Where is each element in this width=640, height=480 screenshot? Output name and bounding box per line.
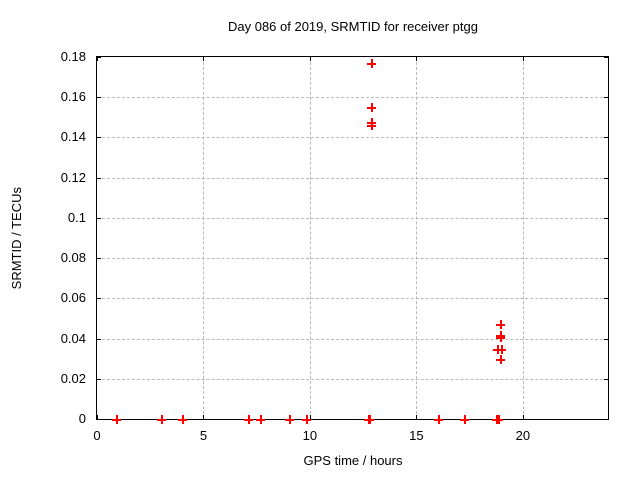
data-point-marker: [366, 102, 376, 112]
x-axis-tick-top: [97, 57, 98, 61]
y-tick-label: 0.02: [60, 370, 86, 386]
x-tick-label: 10: [302, 428, 318, 443]
y-axis-label: SRMTID / TECUs: [8, 186, 24, 290]
x-axis-tick-top: [309, 57, 311, 61]
y-tick-label: 0.04: [60, 330, 86, 346]
data-point-marker: [459, 414, 469, 424]
data-point-marker: [496, 355, 506, 365]
y-tick-label: 0.16: [60, 89, 86, 105]
data-point-marker: [243, 414, 253, 424]
x-axis-tick-top: [203, 57, 205, 61]
y-tick-label: 0.14: [60, 129, 86, 145]
y-axis-tick-right: [604, 217, 608, 219]
x-axis-tick: [309, 415, 311, 419]
y-axis-tick: [97, 177, 101, 179]
gridline-horizontal: [97, 177, 608, 179]
x-axis-tick: [522, 415, 524, 419]
y-axis-tick: [97, 378, 101, 380]
y-tick-label: 0.12: [60, 169, 86, 185]
data-point-marker: [366, 58, 376, 68]
y-axis-tick-right: [604, 137, 608, 139]
y-axis-tick-right: [604, 258, 608, 260]
chart-title: Day 086 of 2019, SRMTID for receiver ptg…: [227, 19, 478, 34]
gridline-horizontal: [97, 137, 608, 139]
gridline-vertical: [203, 57, 205, 419]
y-axis-tick-right: [604, 419, 608, 420]
data-point-marker: [495, 333, 505, 343]
data-point-marker: [497, 345, 507, 355]
gridline-horizontal: [97, 298, 608, 300]
data-point-marker: [493, 414, 503, 424]
x-tick-label: 15: [409, 428, 424, 443]
data-point-marker: [255, 414, 265, 424]
gridline-horizontal: [97, 378, 608, 380]
x-tick-label: 20: [515, 428, 531, 443]
y-axis-tick-right: [604, 177, 608, 179]
gridline-vertical: [309, 57, 311, 419]
y-axis-tick: [97, 419, 101, 420]
plot-area: [96, 56, 609, 424]
y-axis-tick: [97, 57, 101, 58]
gridline-horizontal: [97, 217, 608, 219]
gridline-vertical: [416, 57, 418, 419]
data-point-marker: [178, 414, 188, 424]
y-axis-tick-right: [604, 338, 608, 340]
gridline-horizontal: [97, 338, 608, 340]
data-point-marker: [366, 120, 376, 130]
data-point-marker: [157, 414, 167, 424]
data-point-marker: [302, 414, 312, 424]
x-axis-label: GPS time / hours: [303, 453, 403, 468]
y-tick-label: 0.1: [67, 209, 86, 225]
y-tick-label: 0.18: [60, 49, 86, 64]
x-axis-tick: [97, 415, 98, 419]
data-point-marker: [365, 414, 375, 424]
x-axis-tick-top: [416, 57, 418, 61]
gridline-horizontal: [97, 258, 608, 260]
gridline-vertical: [522, 57, 524, 419]
y-axis-tick-right: [604, 97, 608, 99]
y-axis-tick: [97, 298, 101, 300]
x-tick-label: 0: [93, 428, 101, 443]
x-axis-tick: [416, 415, 418, 419]
y-tick-label: 0.08: [60, 250, 86, 266]
y-axis-tick: [97, 258, 101, 260]
y-axis-tick-right: [604, 298, 608, 300]
data-point-marker: [111, 414, 121, 424]
y-axis-tick: [97, 97, 101, 99]
y-axis-tick-right: [604, 57, 608, 58]
gridline-horizontal: [97, 97, 608, 99]
y-tick-label: 0: [78, 411, 86, 426]
x-axis-tick: [203, 415, 205, 419]
x-axis-tick-top: [522, 57, 524, 61]
y-axis-label-strip: SRMTID / TECUs: [6, 57, 26, 419]
data-point-marker: [284, 414, 294, 424]
y-axis-tick-right: [604, 378, 608, 380]
x-tick-label: 5: [199, 428, 208, 443]
data-point-marker: [433, 414, 443, 424]
y-axis-tick: [97, 338, 101, 340]
y-tick-label: 0.06: [60, 290, 86, 306]
data-point-marker: [495, 319, 505, 329]
y-axis-tick: [97, 137, 101, 139]
y-axis-tick: [97, 217, 101, 219]
